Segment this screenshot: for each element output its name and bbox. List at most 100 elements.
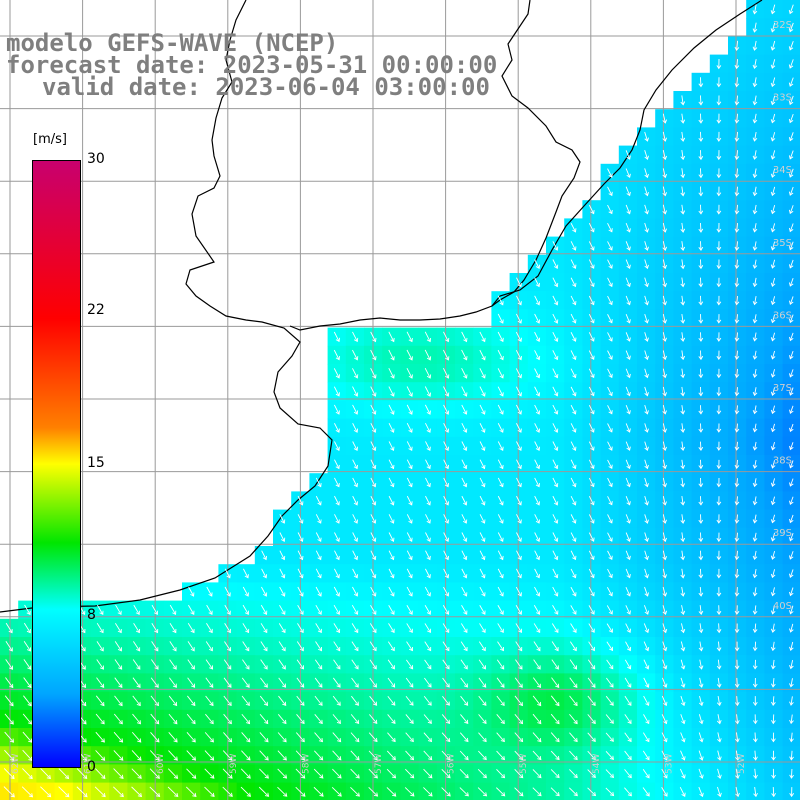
wind-arrow	[698, 405, 704, 415]
wind-arrow	[370, 349, 377, 361]
wind-arrow	[297, 623, 304, 634]
wind-arrow	[680, 750, 686, 761]
wind-arrow	[716, 677, 722, 688]
wind-arrow	[241, 732, 251, 743]
wind-arrow	[387, 732, 396, 743]
wind-arrow	[534, 495, 541, 506]
wind-arrow	[734, 605, 740, 615]
wind-arrow	[370, 404, 377, 415]
wind-arrow	[698, 714, 704, 725]
wind-arrow	[168, 713, 178, 725]
wind-arrow	[224, 623, 231, 634]
wind-arrow	[770, 405, 776, 415]
wind-cell	[109, 782, 128, 800]
wind-arrow	[698, 568, 704, 579]
wind-arrow	[662, 423, 667, 433]
wind-arrow	[386, 750, 396, 761]
wind-arrow	[679, 786, 686, 797]
wind-arrow	[771, 714, 776, 725]
wind-arrow	[333, 368, 340, 379]
wind-arrow	[222, 786, 233, 797]
wind-arrow	[425, 532, 431, 543]
wind-arrow	[532, 769, 542, 779]
wind-arrow	[497, 532, 504, 543]
wind-arrow	[588, 386, 595, 397]
wind-arrow	[789, 551, 794, 560]
wind-arrow	[770, 550, 776, 560]
wind-arrow	[187, 659, 195, 670]
wind-arrow	[350, 768, 360, 779]
wind-arrow	[753, 768, 758, 779]
wind-arrow	[734, 441, 740, 451]
wind-arrow	[95, 731, 105, 743]
wind-cell	[600, 782, 620, 800]
wind-arrow	[661, 768, 668, 779]
wind-arrow	[478, 677, 487, 688]
wind-arrow	[734, 496, 740, 506]
wind-arrow	[734, 241, 740, 251]
wind-arrow	[424, 404, 431, 415]
wind-arrow	[388, 550, 395, 561]
wind-arrow	[570, 605, 577, 615]
wind-arrow	[680, 568, 686, 579]
wind-arrow	[534, 368, 541, 379]
wind-arrow	[644, 423, 649, 433]
wind-arrow	[752, 350, 758, 360]
wind-arrow	[752, 59, 758, 70]
wind-arrow	[771, 750, 776, 761]
colorbar	[32, 160, 81, 768]
wind-arrow	[442, 677, 450, 688]
wind-arrow	[734, 314, 740, 324]
wind-arrow	[735, 786, 740, 798]
wind-arrow	[552, 459, 559, 470]
wind-arrow	[242, 659, 250, 670]
wind-arrow	[662, 313, 668, 324]
wind-arrow	[698, 222, 704, 233]
wind-arrow	[185, 786, 197, 797]
wind-arrow	[662, 441, 667, 452]
wind-arrow	[479, 495, 486, 506]
wind-arrow	[534, 277, 541, 288]
longitude-label: 54W	[592, 754, 602, 774]
wind-arrow	[770, 460, 776, 469]
wind-arrow	[205, 659, 214, 670]
wind-arrow	[552, 277, 559, 288]
wind-arrow	[187, 677, 196, 688]
wind-arrow	[662, 368, 668, 379]
wind-arrow	[277, 786, 288, 797]
wind-arrow	[752, 314, 758, 324]
wind-arrow	[607, 350, 613, 360]
wind-arrow	[644, 405, 649, 415]
wind-arrow	[425, 550, 431, 561]
wind-arrow	[461, 441, 468, 452]
wind-arrow	[315, 568, 322, 579]
wind-arrow	[205, 695, 214, 707]
wind-arrow	[734, 259, 740, 270]
wind-arrow	[752, 259, 758, 269]
wind-arrow	[442, 695, 450, 706]
wind-arrow	[734, 659, 740, 670]
wind-arrow	[698, 750, 704, 761]
wind-arrow	[534, 459, 541, 470]
wind-arrow	[334, 459, 340, 470]
wind-arrow	[497, 404, 504, 415]
wind-arrow	[607, 477, 613, 488]
wind-arrow	[716, 641, 722, 652]
wind-arrow	[113, 786, 124, 798]
wind-arrow	[443, 441, 450, 452]
wind-arrow	[406, 331, 413, 343]
wind-cell	[436, 782, 456, 800]
wind-arrow	[96, 622, 104, 634]
wind-arrow	[332, 695, 341, 706]
wind-arrow	[352, 586, 359, 597]
wind-arrow	[514, 769, 524, 779]
wind-arrow	[588, 514, 595, 524]
wind-arrow	[716, 332, 722, 342]
wind-arrow	[224, 604, 231, 615]
wind-arrow	[351, 604, 359, 615]
wind-arrow	[4, 749, 15, 761]
wind-arrow	[752, 368, 758, 378]
wind-arrow	[625, 204, 631, 215]
wind-arrow	[698, 332, 704, 342]
